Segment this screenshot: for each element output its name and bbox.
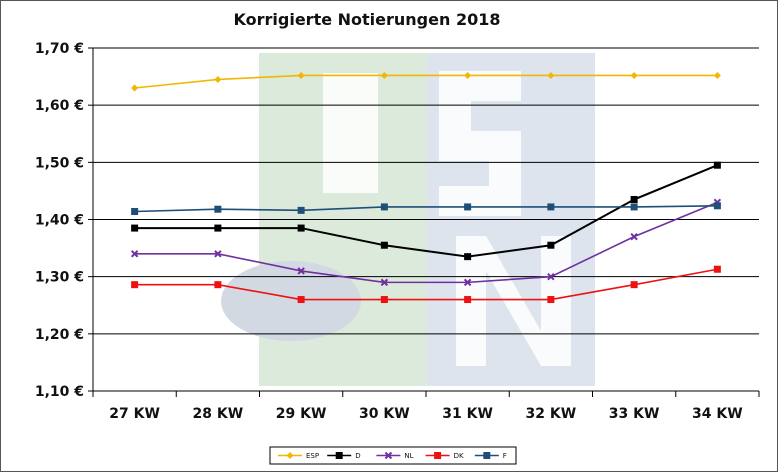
data-point	[713, 71, 721, 79]
y-tick-label: 1,50 €	[35, 155, 84, 171]
series-line	[134, 74, 718, 89]
series-f	[131, 202, 721, 215]
data-point	[335, 452, 343, 459]
x-tick-label: 31 KW	[442, 406, 493, 422]
data-point	[297, 267, 305, 275]
series-line	[134, 204, 718, 213]
data-point	[464, 253, 472, 261]
data-point	[547, 241, 555, 249]
data-point	[214, 205, 222, 213]
data-point	[713, 202, 721, 210]
legend-label: DK	[454, 452, 464, 460]
watermark-letter-s	[439, 71, 521, 216]
data-point	[297, 296, 305, 304]
data-point	[214, 75, 222, 83]
data-point	[464, 296, 472, 304]
data-point	[464, 203, 472, 211]
legend-item-dk: DK	[425, 452, 464, 460]
series-group	[130, 71, 722, 304]
legend-label: F	[503, 452, 507, 460]
series-line	[134, 201, 718, 284]
series-esp	[131, 71, 721, 92]
data-point	[483, 452, 491, 459]
data-point	[547, 272, 555, 281]
data-point	[131, 224, 139, 232]
data-point	[214, 250, 222, 258]
series-line	[134, 268, 718, 301]
data-point	[547, 296, 555, 304]
axes	[92, 48, 760, 397]
data-point	[547, 203, 555, 211]
data-point	[630, 232, 638, 241]
legend-item-nl: NL	[376, 451, 414, 460]
data-point	[463, 278, 472, 287]
x-tick-label: 32 KW	[526, 406, 577, 422]
y-tick-label: 1,20 €	[35, 327, 84, 343]
x-tick-label: 29 KW	[276, 406, 327, 422]
watermark-letter-i	[323, 73, 378, 193]
x-tick-labels: 27 KW 28 KW 29 KW 30 KW 31 KW 32 KW 33 KW 34 KW	[109, 406, 742, 422]
y-tick-label: 1,40 €	[35, 213, 84, 229]
x-tick-label: 33 KW	[609, 406, 660, 422]
data-point	[630, 71, 638, 79]
legend-label: NL	[404, 452, 413, 460]
y-tick-label: 1,60 €	[35, 98, 84, 114]
y-tick-label: 1,30 €	[35, 270, 84, 286]
data-point	[464, 71, 472, 79]
legend-label: D	[355, 452, 360, 460]
chart-title: Korrigierte Notierungen 2018	[234, 10, 501, 29]
x-tick-label: 34 KW	[692, 406, 743, 422]
data-point	[297, 206, 305, 214]
data-point	[131, 84, 139, 92]
data-point	[630, 281, 638, 289]
data-point	[286, 452, 294, 459]
legend: ESP D NL DK F	[269, 446, 517, 465]
data-point	[380, 278, 389, 287]
data-point	[131, 207, 139, 215]
data-point	[297, 224, 305, 232]
series-dk	[131, 265, 721, 304]
watermark-pig-shape	[221, 261, 361, 341]
data-point	[380, 241, 388, 249]
y-tick-label: 1,10 €	[35, 384, 84, 400]
legend-item-f: F	[474, 452, 507, 460]
data-point	[130, 250, 139, 258]
data-point	[434, 452, 442, 459]
legend-label: ESP	[306, 452, 319, 460]
data-point	[214, 281, 222, 289]
y-tick-label: 1,70 €	[35, 41, 84, 57]
data-point	[713, 265, 721, 273]
x-tick-label: 28 KW	[193, 406, 244, 422]
y-tick-labels: 1,10 € 1,20 € 1,30 € 1,40 € 1,50 € 1,60 € 1,70…	[35, 41, 84, 400]
data-point	[384, 451, 393, 460]
data-point	[547, 71, 555, 79]
x-tick-label: 30 KW	[359, 406, 410, 422]
legend-item-esp: ESP	[278, 452, 319, 460]
data-point	[713, 161, 721, 169]
data-point	[214, 224, 222, 232]
legend-item-d: D	[327, 452, 361, 460]
data-point	[380, 296, 388, 304]
data-point	[380, 203, 388, 211]
data-point	[630, 203, 638, 211]
data-point	[131, 281, 139, 289]
data-point	[297, 71, 305, 79]
data-point	[380, 71, 388, 79]
data-point	[630, 195, 638, 203]
x-tick-label: 27 KW	[109, 406, 160, 422]
